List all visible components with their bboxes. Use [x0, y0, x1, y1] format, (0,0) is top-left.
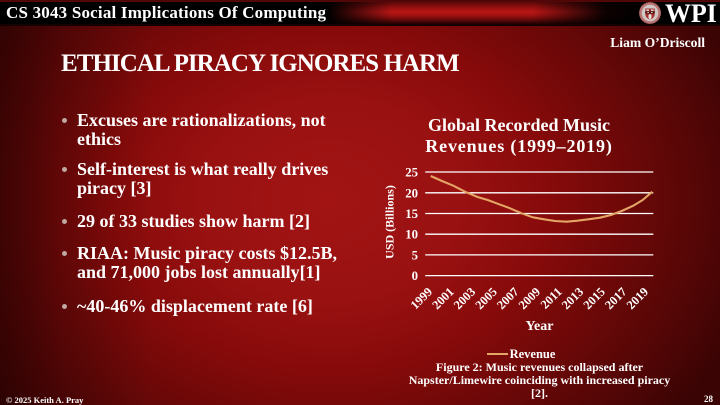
svg-text:1999: 1999	[408, 285, 435, 312]
svg-text:5: 5	[412, 248, 418, 262]
svg-text:0: 0	[412, 269, 418, 283]
svg-text:2001: 2001	[429, 285, 456, 312]
svg-text:2015: 2015	[580, 285, 607, 312]
svg-text:2003: 2003	[451, 285, 478, 312]
svg-text:25: 25	[405, 166, 418, 180]
svg-text:2019: 2019	[624, 285, 651, 312]
svg-text:2007: 2007	[494, 285, 521, 312]
svg-text:15: 15	[405, 207, 418, 221]
svg-text:2013: 2013	[559, 285, 586, 312]
svg-text:20: 20	[405, 186, 418, 200]
svg-text:10: 10	[405, 228, 418, 242]
svg-text:2017: 2017	[602, 285, 629, 312]
svg-text:2011: 2011	[538, 285, 565, 312]
svg-text:2009: 2009	[516, 285, 543, 312]
svg-text:2005: 2005	[472, 285, 499, 312]
svg-text:USD (Billions): USD (Billions)	[383, 185, 397, 259]
